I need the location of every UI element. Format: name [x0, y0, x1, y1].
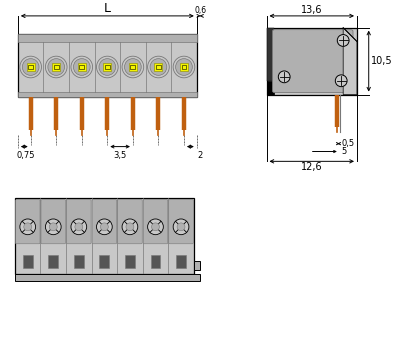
Circle shape [176, 59, 192, 75]
Bar [180, 63, 188, 71]
Circle shape [96, 219, 112, 235]
Bar [27, 63, 35, 71]
Circle shape [150, 59, 167, 75]
Bar [52, 63, 60, 71]
FancyBboxPatch shape [66, 200, 91, 244]
FancyBboxPatch shape [92, 200, 117, 244]
Circle shape [20, 219, 36, 235]
Circle shape [122, 56, 144, 78]
Bar [194, 260, 200, 270]
Bar [129, 63, 137, 71]
Circle shape [100, 223, 108, 231]
Text: 0,75: 0,75 [17, 151, 36, 159]
Circle shape [49, 223, 57, 231]
Text: 0,6: 0,6 [194, 6, 206, 15]
Bar [156, 65, 161, 69]
Circle shape [71, 219, 87, 235]
Bar [105, 65, 110, 69]
Circle shape [148, 56, 169, 78]
FancyBboxPatch shape [118, 200, 142, 244]
Bar [23, 255, 33, 269]
FancyBboxPatch shape [41, 200, 66, 244]
Text: 0,5: 0,5 [341, 139, 354, 148]
FancyBboxPatch shape [272, 29, 353, 93]
Circle shape [148, 219, 163, 235]
Polygon shape [343, 28, 357, 94]
Text: 3,5: 3,5 [114, 151, 127, 159]
Bar [266, 81, 274, 94]
Circle shape [173, 219, 189, 235]
Circle shape [48, 59, 64, 75]
Bar [150, 255, 160, 269]
FancyBboxPatch shape [169, 200, 193, 244]
Circle shape [75, 223, 83, 231]
Circle shape [46, 56, 67, 78]
Bar [154, 63, 162, 71]
FancyBboxPatch shape [143, 200, 168, 244]
Circle shape [126, 223, 134, 231]
Bar [18, 92, 197, 98]
Circle shape [96, 56, 118, 78]
Circle shape [99, 59, 116, 75]
Circle shape [124, 59, 141, 75]
Text: 2: 2 [198, 151, 203, 159]
Bar [182, 65, 186, 69]
Bar [79, 65, 84, 69]
Bar [74, 255, 84, 269]
Circle shape [46, 219, 61, 235]
Circle shape [22, 59, 39, 75]
Circle shape [173, 56, 195, 78]
Circle shape [74, 59, 90, 75]
Text: 13,6: 13,6 [301, 5, 322, 15]
Bar [15, 274, 200, 281]
Circle shape [278, 71, 290, 83]
Text: 12,6: 12,6 [301, 162, 322, 172]
Bar [100, 255, 109, 269]
Circle shape [335, 75, 347, 87]
Bar [266, 28, 357, 94]
Bar [18, 34, 197, 42]
Bar [54, 65, 59, 69]
Bar [15, 198, 194, 274]
Text: 5: 5 [341, 147, 346, 156]
Bar [78, 63, 86, 71]
Text: L: L [104, 2, 111, 15]
FancyBboxPatch shape [16, 200, 40, 244]
Circle shape [152, 223, 160, 231]
Bar [28, 65, 33, 69]
Circle shape [20, 56, 42, 78]
Circle shape [337, 34, 349, 46]
Circle shape [71, 56, 92, 78]
Bar [125, 255, 135, 269]
Bar [18, 34, 197, 98]
Bar [266, 28, 274, 81]
Bar [48, 255, 58, 269]
Text: 10,5: 10,5 [371, 56, 392, 66]
Circle shape [122, 219, 138, 235]
Circle shape [24, 223, 32, 231]
Bar [103, 63, 111, 71]
Circle shape [177, 223, 185, 231]
Bar [130, 65, 135, 69]
Bar [176, 255, 186, 269]
